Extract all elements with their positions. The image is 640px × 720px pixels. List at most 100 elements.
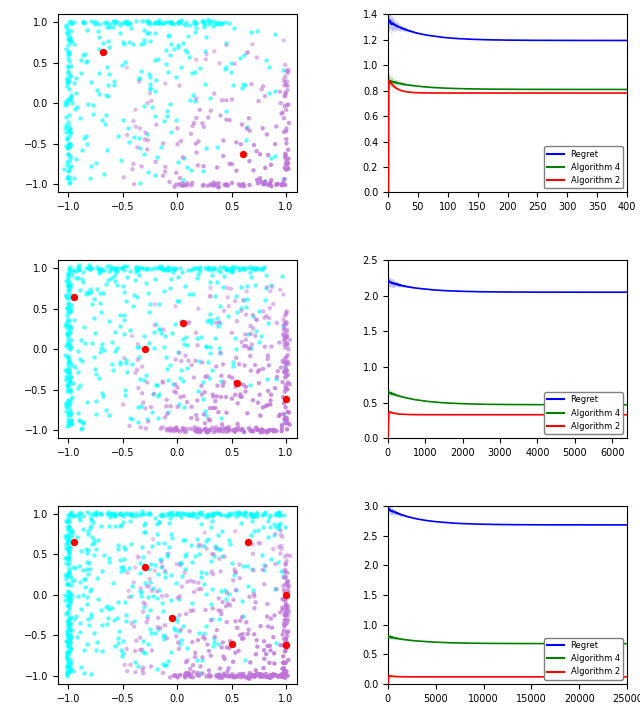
Point: [238, 668, 248, 680]
Point: [271, 317, 282, 328]
Point: [241, 672, 251, 683]
Point: [130, 645, 140, 657]
Point: [64, 590, 74, 602]
Point: [200, 263, 211, 274]
Point: [166, 400, 176, 412]
Point: [222, 510, 232, 522]
Point: [244, 156, 255, 167]
Point: [198, 179, 209, 191]
Point: [269, 647, 279, 659]
Point: [282, 642, 292, 653]
Point: [278, 174, 288, 185]
Point: [237, 264, 248, 275]
Point: [180, 669, 190, 680]
Point: [280, 607, 291, 618]
Point: [63, 138, 74, 149]
Point: [194, 539, 204, 551]
Point: [207, 584, 217, 595]
Point: [176, 14, 186, 26]
Point: [60, 96, 70, 107]
Point: [176, 364, 186, 376]
Point: [198, 180, 208, 192]
Point: [63, 65, 73, 76]
Point: [84, 508, 95, 519]
Point: [63, 634, 74, 645]
Point: [190, 26, 200, 37]
Point: [164, 176, 175, 188]
Point: [272, 179, 282, 190]
Point: [248, 670, 259, 682]
Point: [63, 301, 74, 312]
Point: [184, 51, 194, 63]
Point: [255, 668, 265, 680]
Point: [92, 395, 102, 406]
Point: [67, 575, 77, 587]
Point: [92, 284, 102, 295]
Point: [166, 17, 176, 28]
Point: [282, 80, 292, 91]
Point: [212, 264, 223, 276]
Point: [65, 376, 76, 387]
Point: [257, 549, 268, 561]
Point: [65, 593, 75, 605]
Point: [221, 423, 232, 434]
Point: [65, 172, 75, 184]
Point: [221, 40, 232, 51]
Point: [161, 58, 171, 70]
Point: [64, 567, 74, 578]
Point: [242, 408, 252, 419]
Point: [281, 600, 291, 612]
Point: [63, 276, 74, 287]
Point: [186, 510, 196, 521]
Point: [221, 263, 232, 274]
Point: [65, 15, 75, 27]
Point: [188, 510, 198, 521]
Point: [131, 507, 141, 518]
Point: [175, 80, 185, 91]
Point: [77, 355, 87, 366]
Point: [118, 280, 128, 292]
Point: [153, 568, 163, 580]
Point: [253, 305, 264, 317]
Point: [77, 417, 88, 428]
Point: [198, 394, 209, 405]
Point: [138, 551, 148, 562]
Point: [176, 508, 186, 519]
Point: [63, 517, 73, 528]
Point: [241, 309, 252, 320]
Point: [198, 408, 209, 420]
Point: [179, 153, 189, 164]
Point: [280, 615, 290, 626]
Point: [180, 350, 191, 361]
Point: [228, 261, 238, 273]
Point: [278, 662, 289, 674]
Point: [64, 615, 74, 626]
Point: [141, 611, 152, 622]
Point: [216, 391, 226, 402]
Point: [60, 400, 70, 412]
Point: [60, 364, 70, 376]
Point: [63, 61, 73, 73]
Point: [255, 264, 266, 275]
Point: [211, 402, 221, 414]
Point: [246, 530, 256, 541]
Point: [225, 636, 236, 647]
Point: [95, 297, 105, 308]
Point: [248, 670, 258, 681]
Point: [138, 597, 148, 608]
Point: [217, 672, 227, 683]
Point: [182, 339, 193, 351]
Point: [63, 55, 74, 67]
Point: [230, 58, 240, 70]
Point: [65, 654, 75, 665]
Point: [243, 580, 253, 592]
Point: [193, 355, 204, 366]
Point: [160, 166, 170, 177]
Point: [63, 284, 73, 296]
Point: [94, 264, 104, 275]
Point: [143, 287, 154, 299]
Point: [256, 176, 266, 187]
Point: [130, 562, 140, 573]
Point: [63, 76, 73, 88]
Point: [182, 509, 193, 521]
